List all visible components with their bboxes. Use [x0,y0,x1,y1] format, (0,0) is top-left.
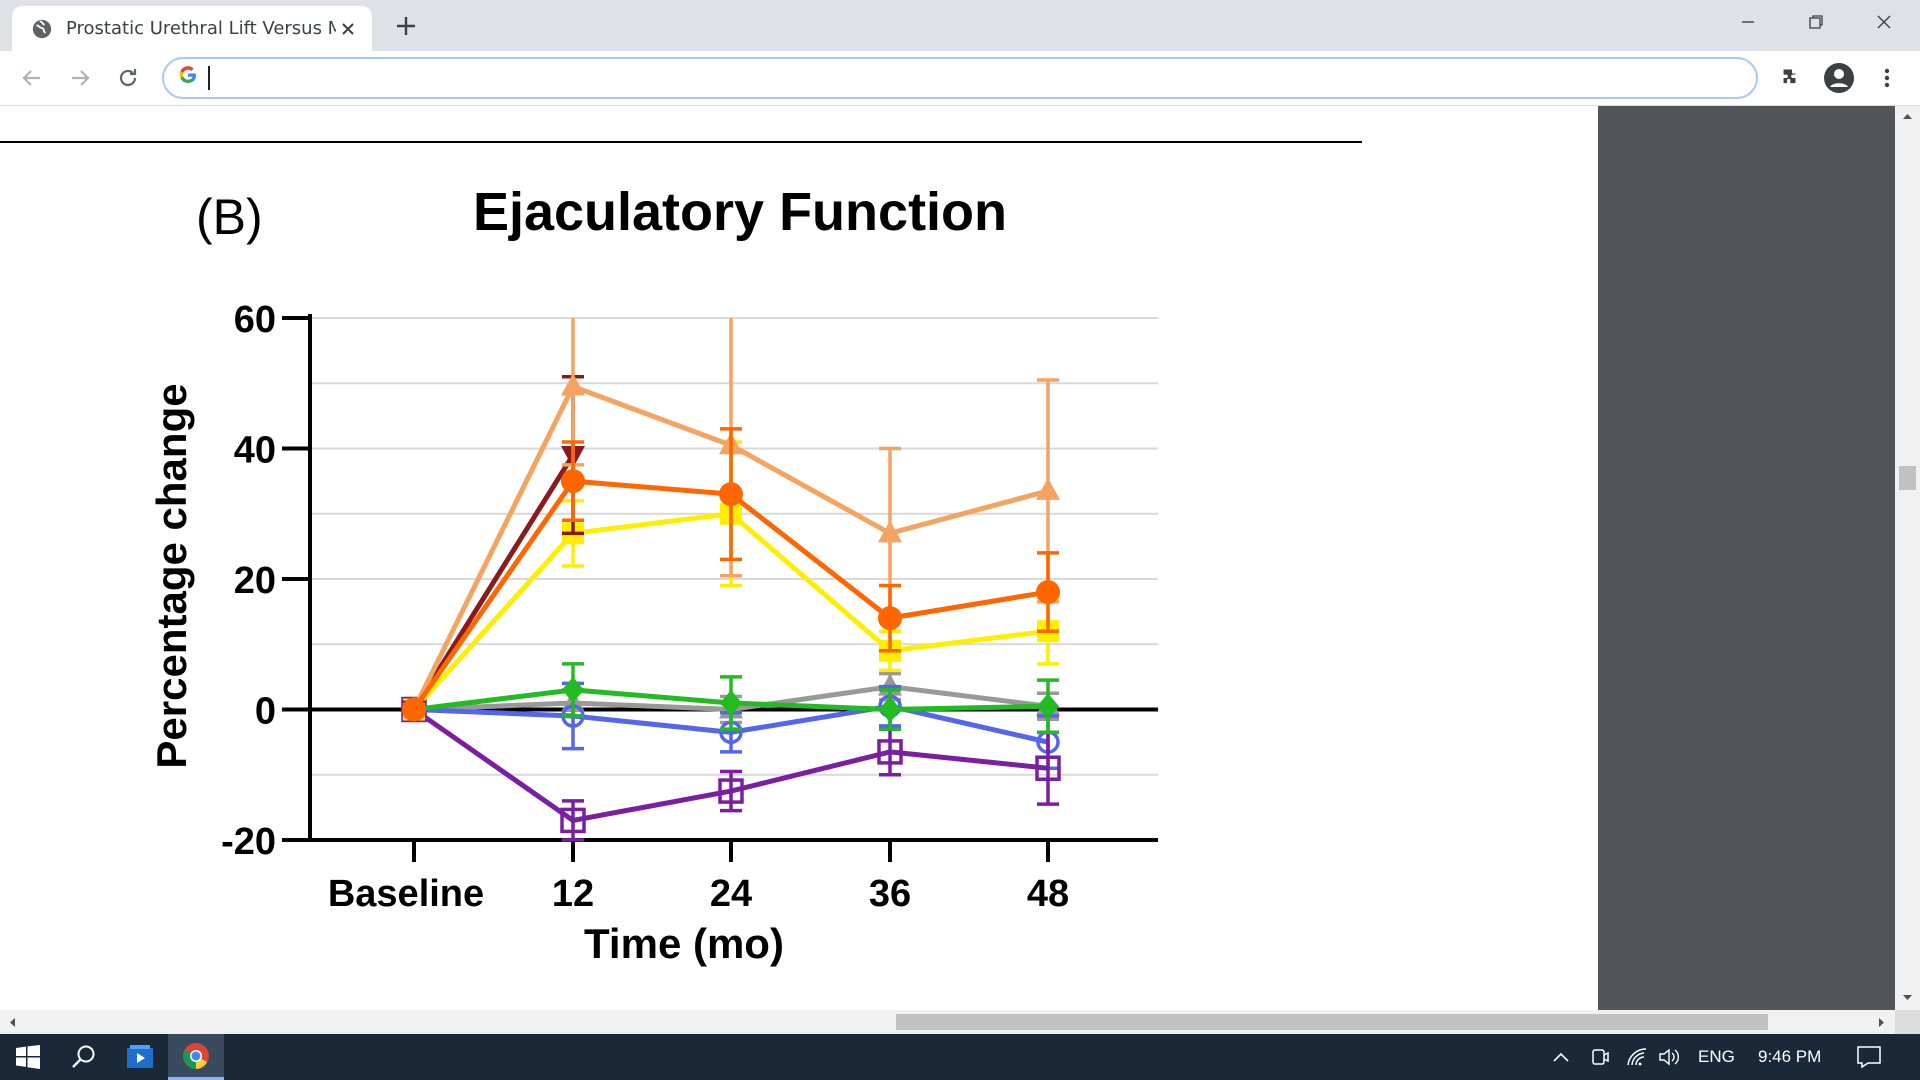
clock[interactable]: 9:46 PM [1758,1047,1822,1066]
chart-tick-labels: 60 40 20 0 -20 Baseline 12 24 36 48 [221,299,1069,915]
search-icon[interactable] [56,1034,112,1080]
reload-icon[interactable] [110,60,146,96]
scroll-down-icon[interactable] [1902,994,1913,1002]
wifi-icon[interactable] [1626,1034,1648,1080]
y-tick-label: -20 [221,821,276,863]
y-tick-label: 40 [234,430,276,472]
chart-grid [310,317,1158,841]
data-point [877,739,903,765]
y-axis-label: Percentage change [148,383,195,768]
panel-label: (B) [196,189,263,245]
menu-kebab-icon[interactable] [1870,61,1904,95]
new-tab-button[interactable] [390,10,422,42]
pdf-viewer-side-panel [1598,106,1895,1010]
vertical-scrollbar[interactable] [1895,106,1920,1010]
browser-toolbar [0,51,1920,106]
x-axis-label: Time (mo) [584,920,784,967]
address-bar[interactable] [162,57,1758,99]
y-tick-label: 60 [234,299,276,341]
forward-icon[interactable] [62,60,98,96]
data-point [878,606,902,631]
series-group [402,427,1060,722]
data-point [720,689,742,716]
scroll-left-icon[interactable] [8,1017,16,1028]
address-input[interactable] [210,67,1756,89]
x-tick-label: 24 [710,873,752,915]
data-point [1036,580,1060,605]
data-point [718,778,744,804]
tray-chevron-up-icon[interactable] [1552,1034,1570,1080]
scroll-right-icon[interactable] [1878,1017,1886,1028]
windows-start-icon[interactable] [0,1034,56,1080]
y-tick-label: 20 [234,560,276,602]
data-point [1036,477,1060,500]
data-point [402,697,426,722]
meet-now-icon[interactable] [1590,1034,1610,1080]
x-tick-label: Baseline [328,873,484,915]
x-tick-label: 36 [869,873,911,915]
chrome-taskbar-icon[interactable] [168,1034,224,1080]
scroll-up-icon[interactable] [1902,112,1913,120]
y-tick-label: 0 [255,691,276,733]
text-caret [208,66,210,90]
data-point [562,676,584,703]
close-tab-icon[interactable] [336,17,360,41]
data-point [1035,755,1061,781]
data-point [561,469,585,494]
vertical-scroll-thumb[interactable] [1899,466,1916,490]
media-app-icon[interactable] [112,1034,168,1080]
tab-strip: Prostatic Urethral Lift Versus Medical [0,0,1920,51]
restore-icon[interactable] [1782,0,1850,44]
browser-tab[interactable]: Prostatic Urethral Lift Versus Medical [12,6,372,51]
close-window-icon[interactable] [1850,0,1918,44]
data-point [561,373,585,396]
globe-icon [30,17,54,41]
back-icon[interactable] [14,60,50,96]
data-point [719,482,743,507]
data-point [1037,693,1059,720]
google-icon [178,65,198,91]
horizontal-scroll-thumb[interactable] [896,1014,1768,1030]
horizontal-scrollbar[interactable] [0,1010,1895,1034]
language-indicator[interactable]: ENG [1698,1047,1735,1066]
chart-title: Ejaculatory Function [473,182,1007,242]
pdf-page: (B) Ejaculatory Function 60 40 20 0 -20 Basel… [0,106,1598,1010]
ejaculatory-function-figure: (B) Ejaculatory Function 60 40 20 0 -20 Basel… [0,141,1362,967]
extensions-icon[interactable] [1774,61,1808,95]
tab-title: Prostatic Urethral Lift Versus Medical [66,18,336,39]
scrollbar-corner [1895,1010,1920,1034]
profile-avatar-icon[interactable] [1822,61,1856,95]
chart-series [401,318,1061,842]
data-point [560,807,586,834]
minimize-icon[interactable] [1714,0,1782,44]
volume-icon[interactable] [1658,1034,1682,1080]
x-tick-label: 12 [552,873,594,915]
notifications-icon[interactable] [1856,1034,1882,1080]
x-tick-label: 48 [1027,873,1069,915]
windows-taskbar: ENG 9:46 PM [0,1034,1920,1080]
data-point [878,520,902,543]
data-point [879,696,901,723]
